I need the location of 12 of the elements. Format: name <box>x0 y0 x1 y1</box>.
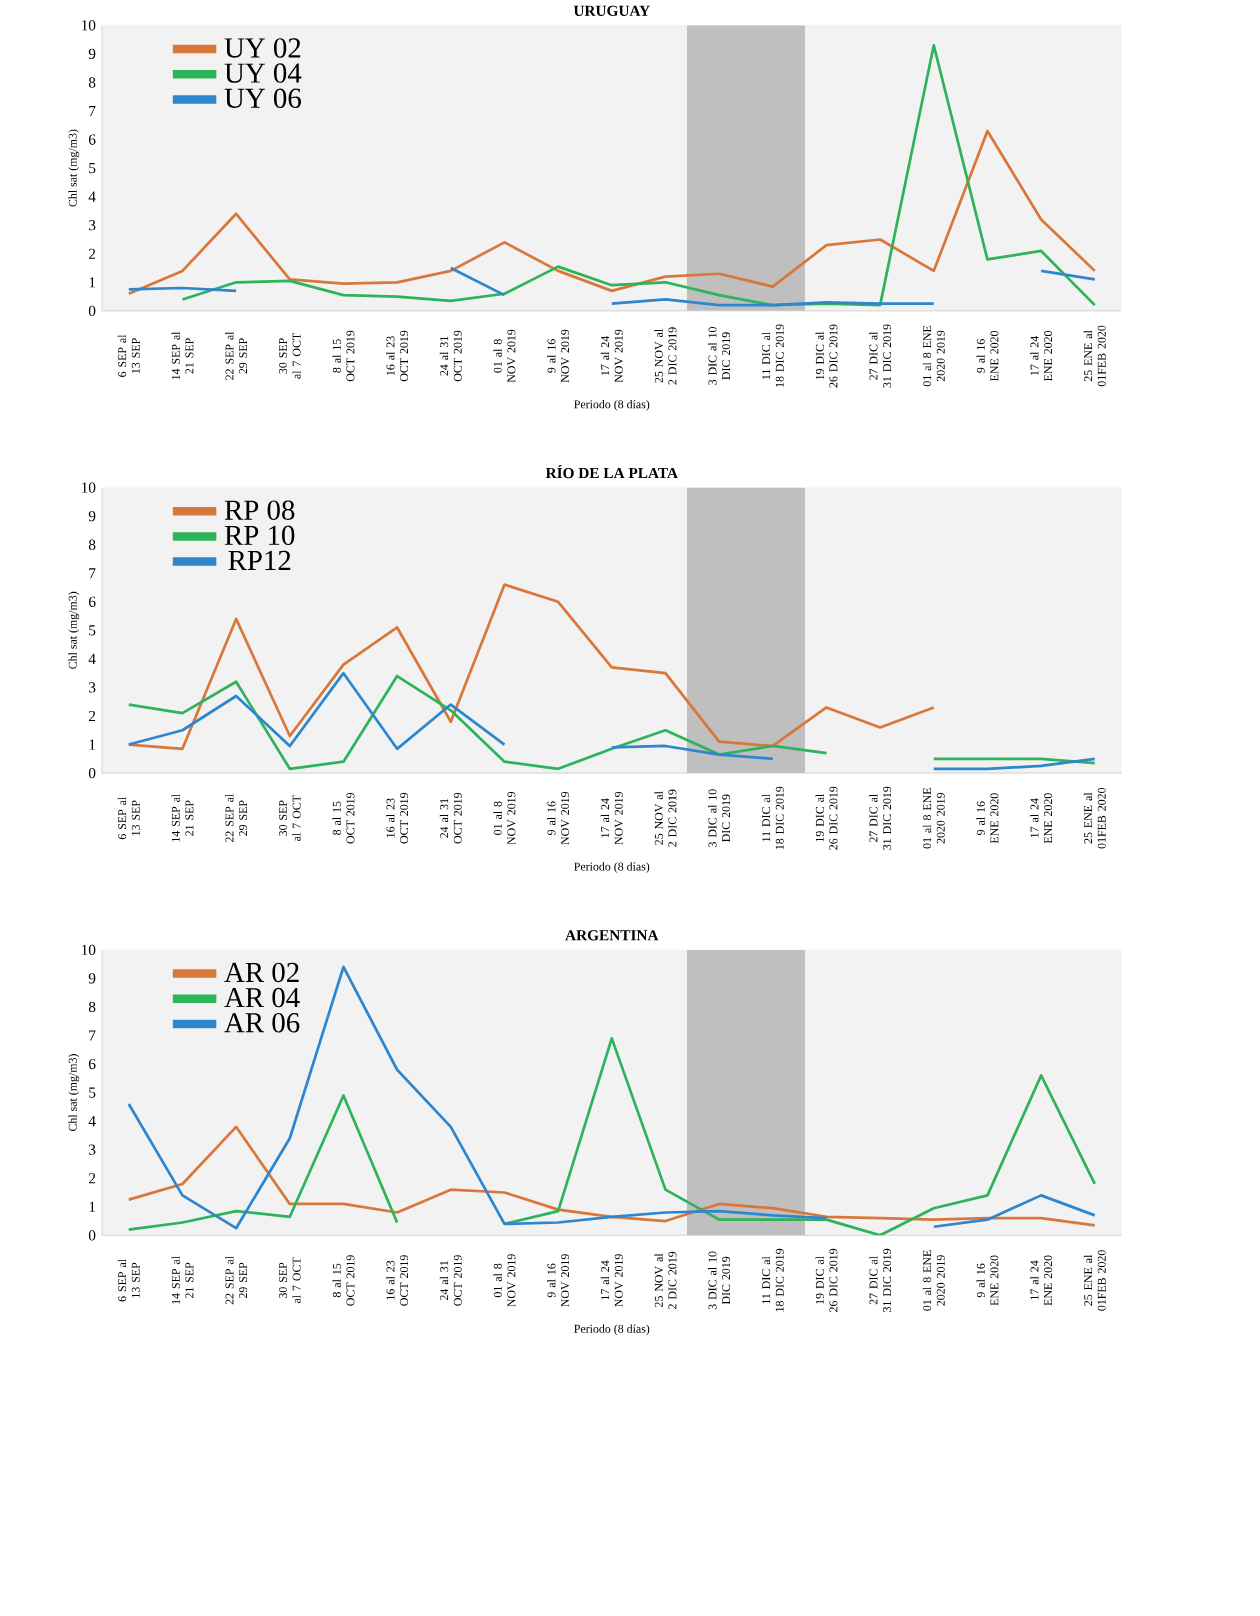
legend-label: UY 04 <box>224 63 302 83</box>
line-series <box>127 1125 1097 1227</box>
line-series <box>127 129 1097 296</box>
legend-label: UY 02 <box>224 38 301 58</box>
legend-label: RP 08 <box>225 500 295 520</box>
legend-label: AR 02 <box>224 962 299 983</box>
legend-label: AR 06 <box>224 1013 300 1033</box>
line-series <box>127 583 936 751</box>
legend-label: AR 04 <box>224 987 301 1008</box>
legend-label: UY 06 <box>224 88 302 109</box>
legend-label: RP 10 <box>225 525 295 546</box>
legend-label: RP12 <box>228 550 291 570</box>
